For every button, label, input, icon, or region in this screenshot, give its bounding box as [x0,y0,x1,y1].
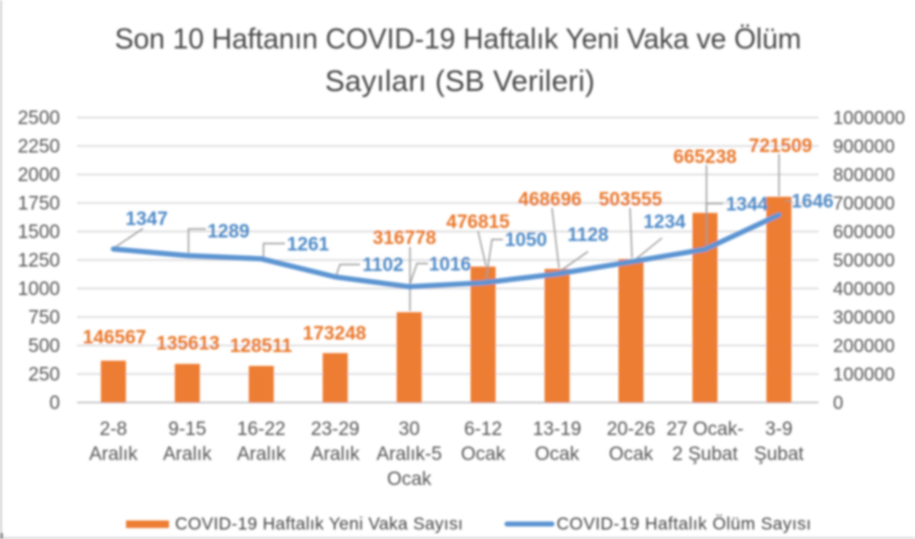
svg-text:Son 10 Haftanın COVID-19 Hafta: Son 10 Haftanın COVID-19 Haftalık Yeni V… [115,23,801,55]
svg-text:3-9: 3-9 [765,419,792,440]
svg-text:173248: 173248 [303,324,366,345]
svg-text:2500: 2500 [18,108,60,129]
svg-text:500: 500 [28,336,60,357]
svg-text:700000: 700000 [833,193,895,214]
svg-text:1646: 1646 [791,192,833,213]
svg-text:1500: 1500 [18,222,60,243]
svg-text:128511: 128511 [230,336,293,357]
svg-text:1050: 1050 [505,230,547,251]
svg-text:Ocak: Ocak [461,444,506,465]
svg-text:Şubat: Şubat [754,444,804,465]
svg-text:23-29: 23-29 [311,419,360,440]
svg-text:Aralık: Aralık [163,444,212,465]
svg-text:1128: 1128 [567,225,608,246]
svg-text:2250: 2250 [18,137,60,158]
svg-text:1261: 1261 [287,235,330,256]
svg-text:16-22: 16-22 [237,419,286,440]
svg-text:Ocak: Ocak [535,444,580,465]
svg-text:Aralık: Aralık [311,444,360,465]
svg-text:2-8: 2-8 [100,419,127,440]
svg-text:665238: 665238 [673,147,736,168]
svg-text:468696: 468696 [518,190,581,211]
svg-text:13-19: 13-19 [533,419,582,440]
svg-text:135613: 135613 [156,334,219,355]
svg-text:1016: 1016 [429,255,471,276]
svg-text:400000: 400000 [833,278,895,299]
svg-text:9-15: 9-15 [168,419,206,440]
svg-text:Ocak: Ocak [609,444,654,465]
svg-text:1750: 1750 [18,194,60,215]
svg-text:1347: 1347 [126,209,168,230]
svg-text:Aralık: Aralık [89,444,138,465]
svg-text:500000: 500000 [833,250,895,271]
svg-text:250: 250 [28,365,60,386]
svg-text:900000: 900000 [833,136,895,157]
svg-text:Aralık: Aralık [237,444,286,465]
svg-text:COVID-19 Haftalık Yeni Vaka Sa: COVID-19 Haftalık Yeni Vaka Sayısı [175,514,463,534]
svg-text:20-26: 20-26 [607,419,656,440]
svg-text:1344: 1344 [726,195,769,216]
svg-text:750: 750 [28,308,60,329]
svg-text:2000: 2000 [18,165,60,186]
svg-text:COVID-19 Haftalık Ölüm Sayısı: COVID-19 Haftalık Ölüm Sayısı [557,514,812,534]
svg-text:146567: 146567 [83,328,146,349]
svg-text:1289: 1289 [207,222,249,243]
svg-text:30: 30 [399,419,420,440]
svg-text:300000: 300000 [833,307,895,328]
svg-text:200000: 200000 [833,335,895,356]
svg-text:Sayıları (SB Verileri): Sayıları (SB Verileri) [325,65,595,98]
svg-text:0: 0 [49,393,60,414]
svg-text:Ocak: Ocak [387,469,432,490]
svg-text:721509: 721509 [749,136,812,157]
svg-text:316778: 316778 [373,228,436,249]
svg-text:1000000: 1000000 [833,107,905,128]
svg-text:476815: 476815 [446,212,510,233]
svg-text:27 Ocak-: 27 Ocak- [666,419,743,440]
svg-text:1102: 1102 [362,255,403,276]
svg-text:1250: 1250 [18,251,60,272]
svg-text:1000: 1000 [18,279,60,300]
svg-text:503555: 503555 [599,190,663,211]
svg-text:600000: 600000 [833,221,895,242]
svg-text:2 Şubat: 2 Şubat [672,444,738,465]
svg-text:6-12: 6-12 [464,419,502,440]
svg-text:0: 0 [833,392,843,413]
svg-text:800000: 800000 [833,164,895,185]
svg-text:1234: 1234 [643,212,686,233]
svg-text:100000: 100000 [833,364,895,385]
svg-text:Aralık-5: Aralık-5 [376,444,441,465]
